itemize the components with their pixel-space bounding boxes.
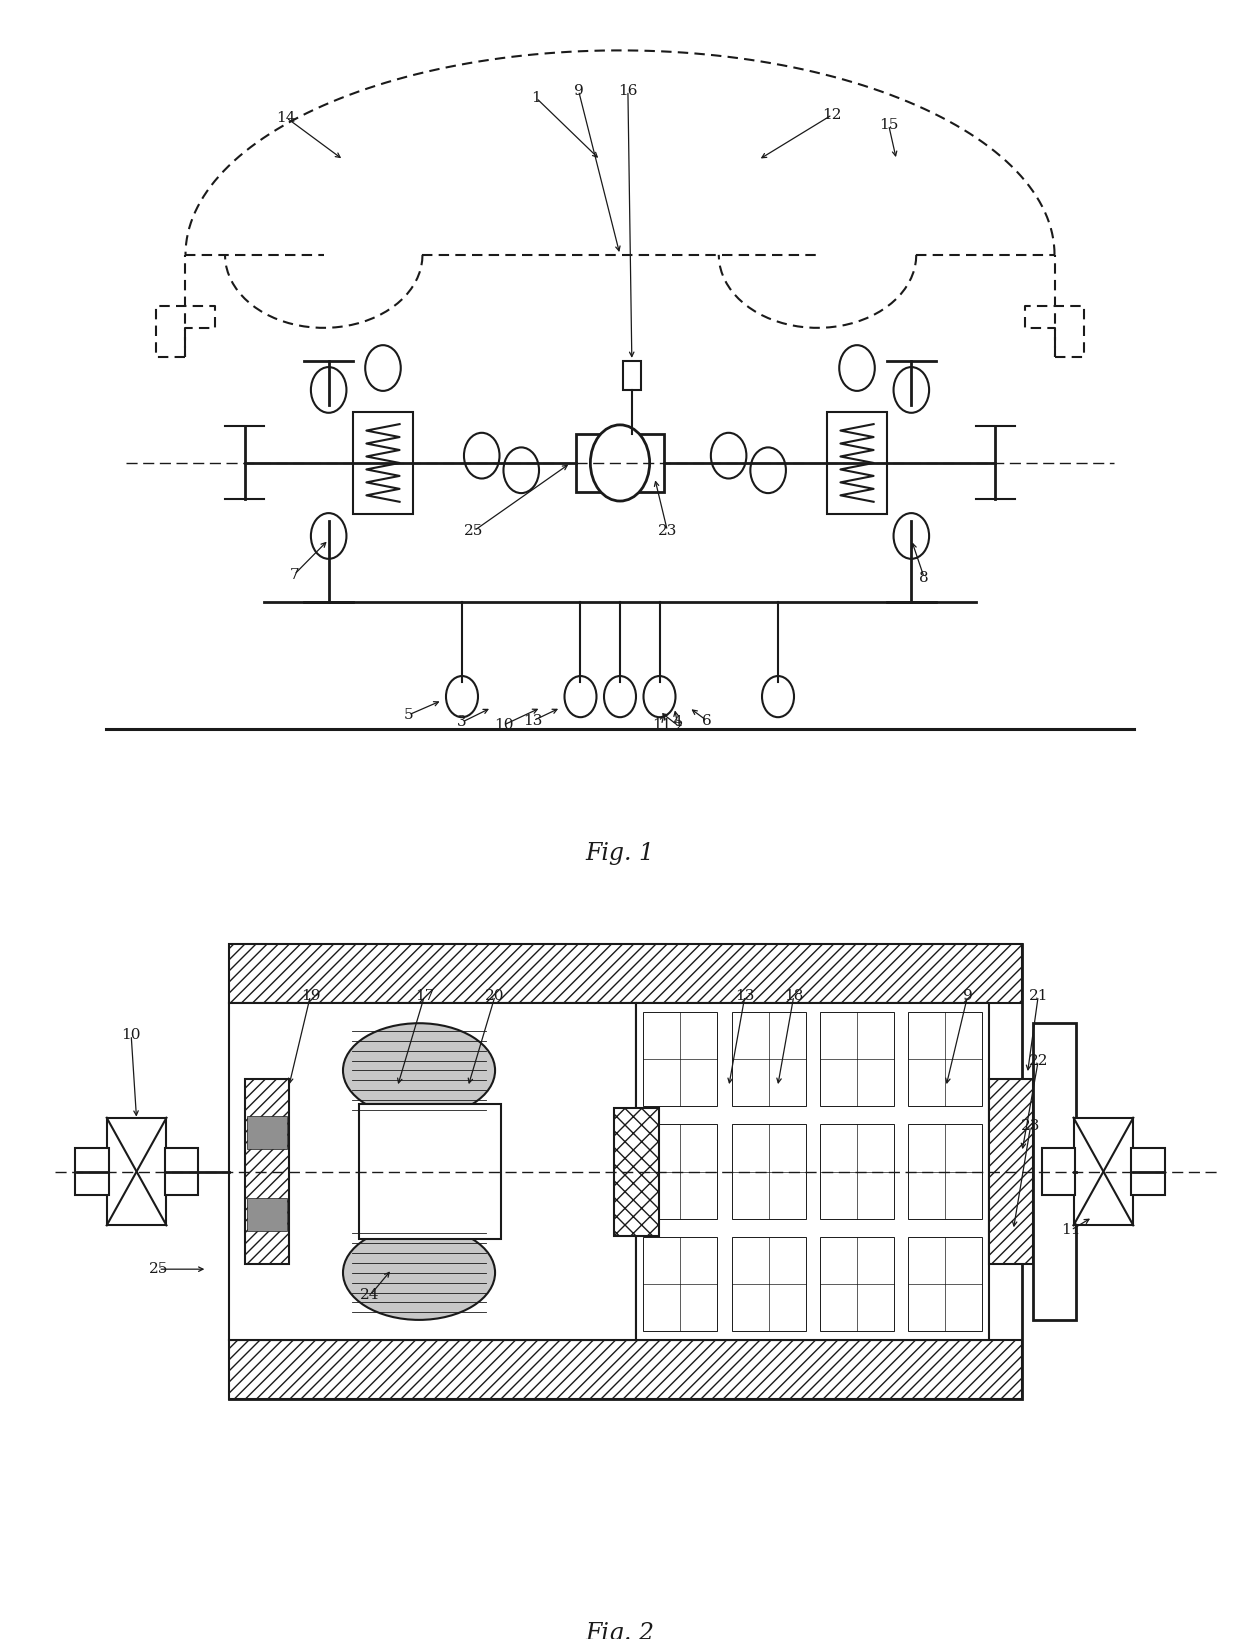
Bar <box>614 1108 658 1236</box>
Circle shape <box>311 367 346 413</box>
Bar <box>908 1124 982 1219</box>
Circle shape <box>711 433 746 479</box>
Text: 22: 22 <box>1028 1054 1048 1069</box>
Bar <box>644 1124 718 1219</box>
Text: 7: 7 <box>289 567 299 582</box>
Circle shape <box>839 346 874 390</box>
Circle shape <box>464 433 500 479</box>
Circle shape <box>604 675 636 718</box>
Bar <box>229 1003 636 1341</box>
Bar <box>229 1341 1022 1400</box>
Bar <box>820 1124 894 1219</box>
Ellipse shape <box>343 1226 495 1319</box>
Bar <box>908 1237 982 1331</box>
Circle shape <box>446 675 477 718</box>
Text: 3: 3 <box>458 715 466 729</box>
Text: 19: 19 <box>300 988 320 1003</box>
Bar <box>636 1003 990 1341</box>
Bar <box>107 1118 166 1226</box>
Bar <box>820 1011 894 1106</box>
Text: Fig. 2: Fig. 2 <box>585 1623 655 1639</box>
Text: 24: 24 <box>361 1288 379 1303</box>
Text: 23: 23 <box>1021 1119 1040 1133</box>
Bar <box>732 1011 806 1106</box>
Text: 20: 20 <box>485 988 505 1003</box>
Text: 18: 18 <box>784 988 804 1003</box>
Bar <box>732 1124 806 1219</box>
Text: 4: 4 <box>672 715 682 729</box>
Bar <box>644 1011 718 1106</box>
Text: 14: 14 <box>277 110 296 125</box>
Bar <box>1131 1147 1164 1195</box>
Bar <box>165 1147 198 1195</box>
Bar <box>622 361 641 390</box>
Bar <box>1042 1147 1075 1195</box>
Bar <box>908 1011 982 1106</box>
Bar <box>248 1116 286 1149</box>
Circle shape <box>894 513 929 559</box>
Text: 8: 8 <box>919 570 929 585</box>
Text: 13: 13 <box>735 988 755 1003</box>
Bar <box>990 1078 1033 1264</box>
Text: 2: 2 <box>675 720 684 734</box>
Bar <box>360 1105 501 1239</box>
Circle shape <box>894 367 929 413</box>
Bar <box>827 411 887 515</box>
Circle shape <box>366 346 401 390</box>
Text: Fig. 1: Fig. 1 <box>585 842 655 865</box>
Bar <box>1074 1118 1133 1226</box>
Bar <box>990 1078 1033 1264</box>
Text: 12: 12 <box>822 108 842 121</box>
Text: 5: 5 <box>404 708 413 721</box>
Bar <box>1033 1023 1076 1319</box>
Bar <box>229 944 1022 1400</box>
Bar <box>246 1078 289 1264</box>
Bar <box>732 1237 806 1331</box>
Text: 21: 21 <box>1028 988 1048 1003</box>
Circle shape <box>564 675 596 718</box>
Text: 16: 16 <box>619 84 637 98</box>
Text: 9: 9 <box>574 84 583 98</box>
Circle shape <box>311 513 346 559</box>
Text: 1: 1 <box>531 90 541 105</box>
Text: 23: 23 <box>657 524 677 538</box>
Circle shape <box>763 675 794 718</box>
Circle shape <box>503 447 539 493</box>
Bar <box>644 1237 718 1331</box>
Circle shape <box>750 447 786 493</box>
Text: 9: 9 <box>962 988 972 1003</box>
Text: 17: 17 <box>414 988 434 1003</box>
Text: 11: 11 <box>1061 1223 1080 1237</box>
Text: 13: 13 <box>523 713 543 728</box>
Bar <box>246 1078 289 1264</box>
Text: 15: 15 <box>879 118 898 131</box>
Bar <box>820 1237 894 1331</box>
Bar <box>575 434 665 492</box>
Text: 10: 10 <box>494 718 513 733</box>
Bar <box>229 944 1022 1003</box>
Bar <box>614 1108 658 1236</box>
Bar <box>248 1198 286 1231</box>
Circle shape <box>590 425 650 502</box>
Ellipse shape <box>343 1023 495 1118</box>
Text: 11: 11 <box>652 718 671 733</box>
Text: 25: 25 <box>149 1262 167 1277</box>
Text: 10: 10 <box>122 1028 141 1042</box>
Text: 25: 25 <box>464 524 484 538</box>
Bar <box>353 411 413 515</box>
Bar <box>76 1147 109 1195</box>
Text: 6: 6 <box>702 713 712 728</box>
Circle shape <box>644 675 676 718</box>
